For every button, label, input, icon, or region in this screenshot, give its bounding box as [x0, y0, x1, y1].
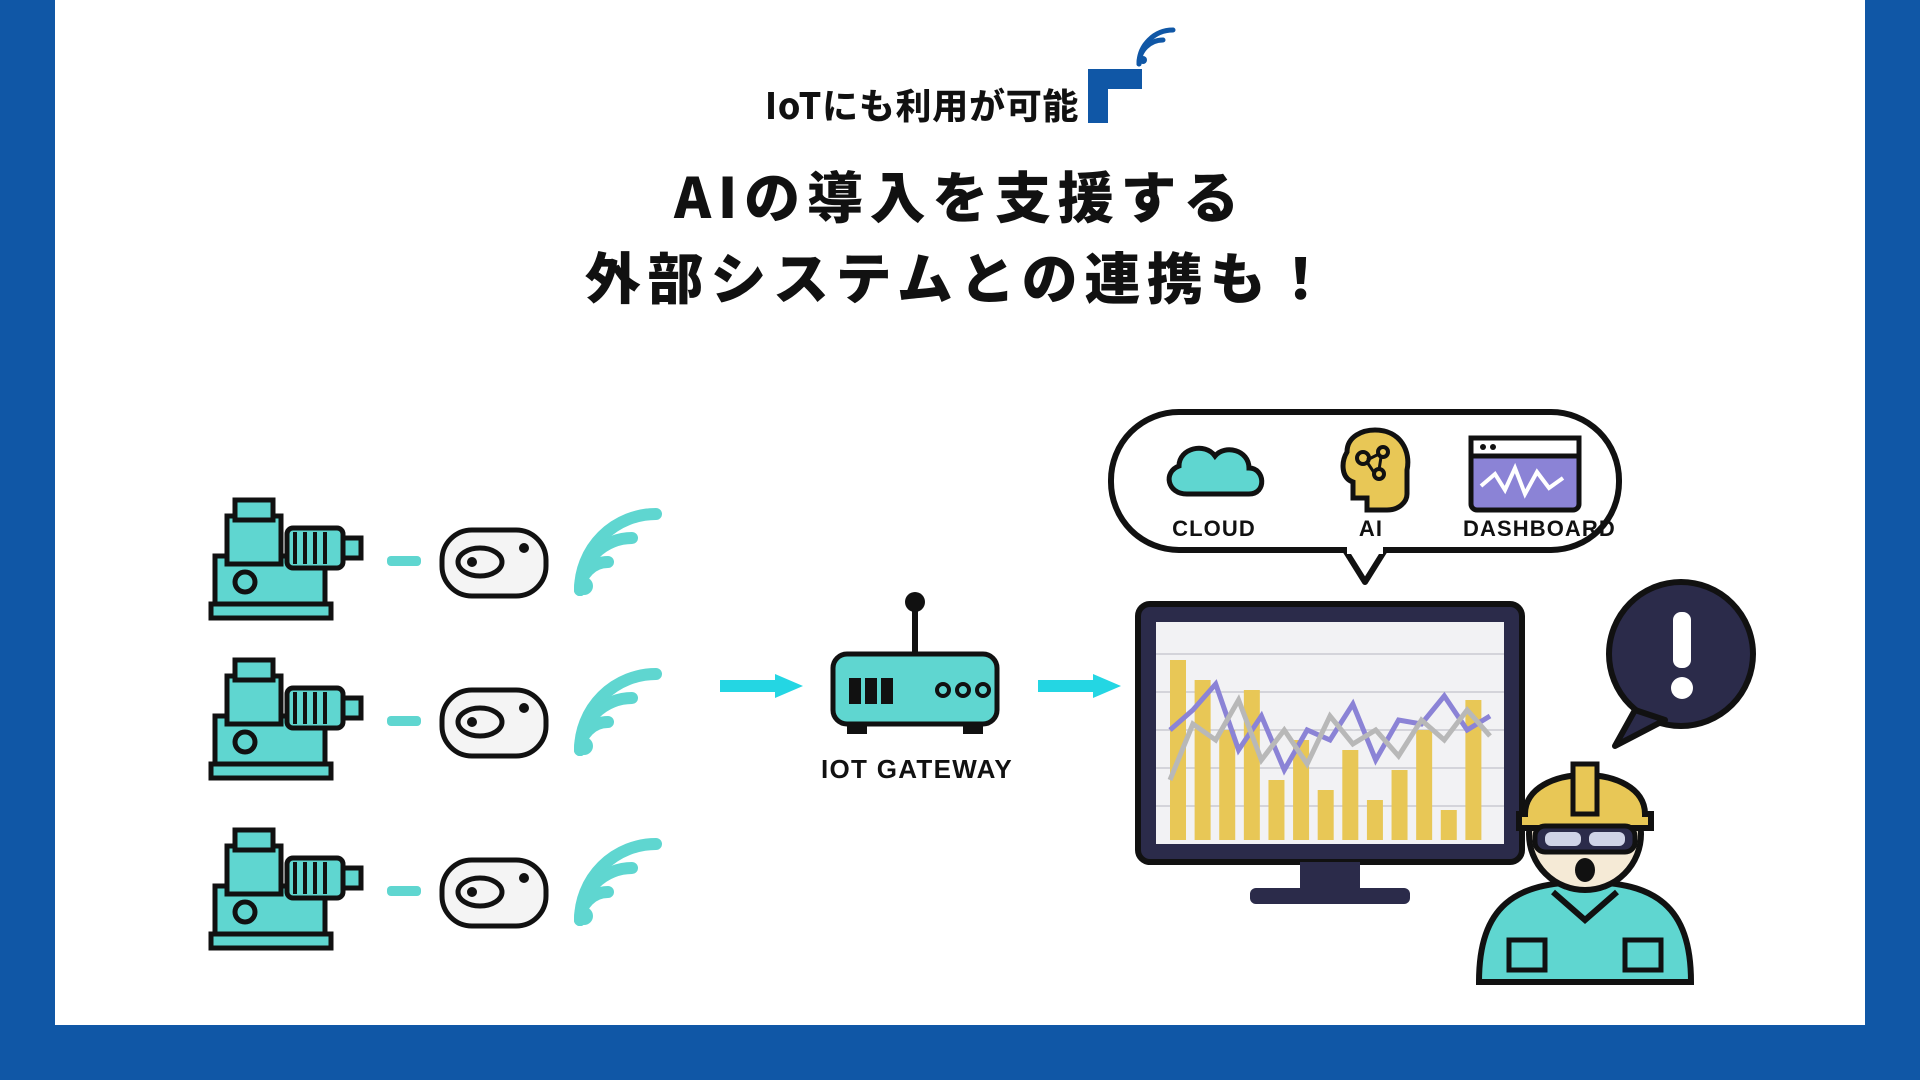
arrow-gateway-to-monitor-icon	[1033, 666, 1123, 711]
sensor-row	[205, 486, 676, 626]
sensor-device-icon	[432, 872, 562, 896]
iot-gateway-icon	[815, 586, 1015, 761]
connector-dash-icon	[379, 872, 429, 896]
machine-icon	[205, 872, 375, 896]
gateway-label: IOT GATEWAY	[817, 754, 1017, 785]
wifi-small-icon	[1133, 24, 1179, 70]
subtitle-row: IoTにも利用が可能	[765, 60, 1155, 130]
cloud-label: CLOUD	[1155, 516, 1273, 542]
wifi-signal-icon	[566, 542, 676, 566]
subtitle-text: IoTにも利用が可能	[765, 78, 1079, 130]
title-line-2: 外部システムとの連携も！	[585, 235, 1335, 316]
wifi-signal-icon	[566, 872, 676, 896]
title-line-1: AIの導入を支援する	[674, 154, 1246, 235]
slide-frame: IoTにも利用が可能 AIの導入を支援する 外部システムとの連携も！	[0, 0, 1920, 1080]
machine-icon	[205, 702, 375, 726]
sensor-row	[205, 816, 676, 956]
diagram-area: IOT GATEWAY	[55, 376, 1865, 1016]
wifi-signal-icon	[566, 702, 676, 726]
ai-label: AI	[1327, 516, 1415, 542]
header: IoTにも利用が可能 AIの導入を支援する 外部システムとの連携も！	[55, 0, 1865, 316]
main-title: AIの導入を支援する 外部システムとの連携も！	[55, 154, 1865, 316]
sensor-device-icon	[432, 542, 562, 566]
sensor-device-icon	[432, 702, 562, 726]
ai-head-icon	[1323, 424, 1419, 521]
bracket-icon	[1085, 60, 1155, 130]
dashboard-label: DASHBOARD	[1463, 516, 1591, 542]
alert-bubble-icon	[1585, 576, 1765, 761]
capability-bubble: CLOUD AI DASHBOARD	[1105, 406, 1625, 601]
sensor-row	[205, 646, 676, 786]
dashboard-icon	[1467, 434, 1583, 519]
machine-icon	[205, 542, 375, 566]
arrow-sensors-to-gateway-icon	[715, 666, 805, 711]
connector-dash-icon	[379, 702, 429, 726]
cloud-icon	[1153, 432, 1273, 515]
connector-dash-icon	[379, 542, 429, 566]
